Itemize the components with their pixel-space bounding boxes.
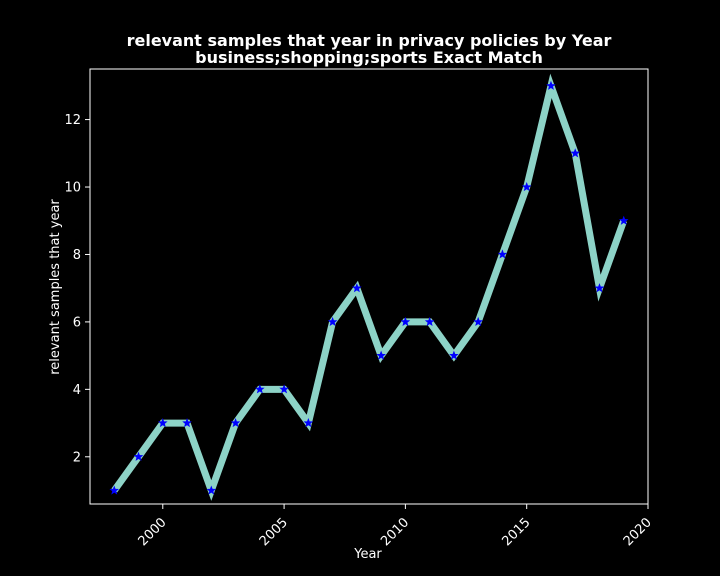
y-tick-label: 10	[64, 181, 81, 196]
series-line	[111, 73, 628, 501]
y-axis-ticks: 2 4 6 8 10 12	[64, 113, 90, 465]
data-point-marker	[521, 181, 532, 192]
data-point-marker	[449, 350, 459, 360]
data-point-marker	[230, 418, 241, 428]
data-point-marker	[206, 485, 217, 495]
y-tick-label: 6	[73, 315, 81, 330]
data-point-marker	[376, 350, 386, 360]
y-tick-label: 8	[73, 248, 81, 263]
chart-title: relevant samples that year in privacy po…	[127, 31, 612, 50]
data-point-marker	[279, 384, 289, 394]
x-axis-label: Year	[353, 547, 382, 562]
plot-frame	[89, 68, 649, 505]
series-layer	[109, 73, 629, 501]
plot-border	[89, 68, 649, 505]
data-point-marker	[570, 148, 581, 158]
data-point-marker	[303, 418, 314, 428]
data-point-marker	[327, 316, 338, 326]
data-point-marker	[473, 316, 483, 326]
chart-subtitle: business;shopping;sports Exact Match	[195, 48, 543, 67]
data-point-marker	[182, 418, 192, 428]
data-point-marker	[352, 283, 362, 293]
data-point-marker	[400, 316, 411, 326]
data-point-marker	[255, 384, 265, 394]
y-tick-label: 12	[64, 113, 81, 128]
data-point-marker	[109, 485, 120, 495]
y-tick-label: 2	[73, 450, 81, 465]
y-axis-label: relevant samples that year	[48, 199, 63, 375]
data-point-marker	[546, 80, 556, 90]
data-point-marker	[133, 451, 144, 461]
data-point-marker	[618, 215, 629, 225]
data-point-marker	[497, 249, 508, 259]
data-point-marker	[158, 418, 168, 428]
data-point-marker	[594, 283, 605, 293]
data-point-marker	[424, 316, 435, 326]
y-tick-label: 4	[73, 383, 81, 398]
